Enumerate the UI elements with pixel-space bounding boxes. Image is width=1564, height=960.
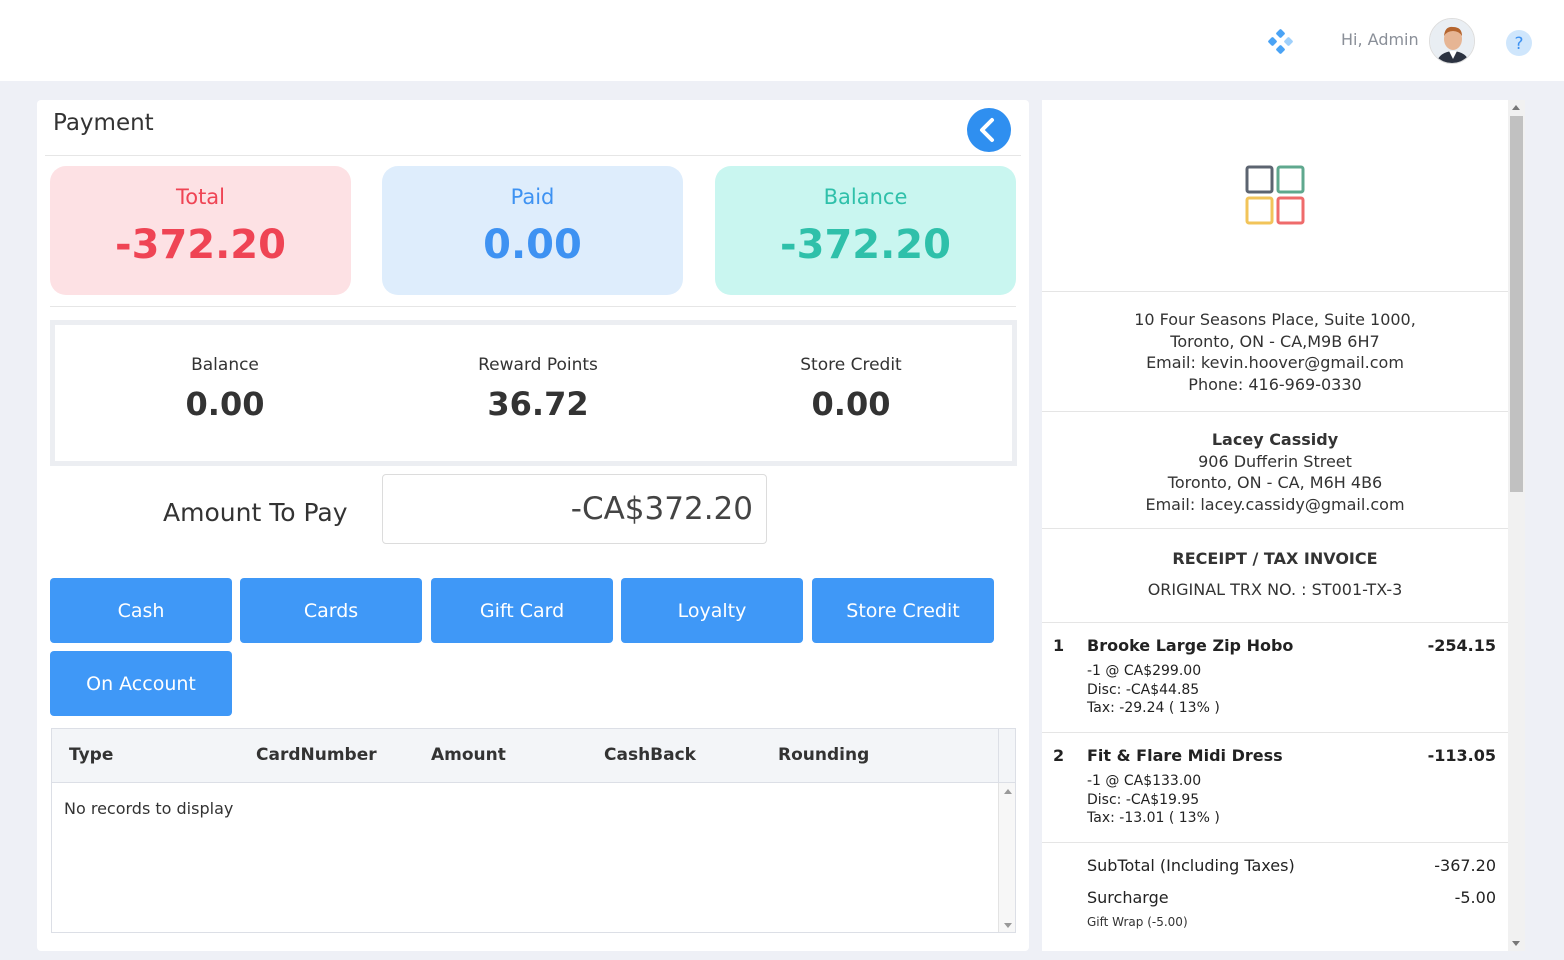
apps-grid-icon[interactable]: [1266, 28, 1294, 56]
customer-address: Lacey Cassidy 906 Dufferin Street Toront…: [1042, 429, 1508, 515]
store-credit-label: Store Credit: [800, 355, 902, 375]
receipt-panel: 10 Four Seasons Place, Suite 1000, Toron…: [1042, 100, 1508, 951]
column-header-card-number[interactable]: CardNumber: [256, 745, 377, 765]
original-trx: ORIGINAL TRX NO. : ST001-TX-3: [1042, 579, 1508, 601]
paid-value: 0.00: [483, 222, 582, 268]
grid-scrollbar[interactable]: [998, 783, 1015, 932]
surcharge-row: Surcharge -5.00: [1087, 888, 1496, 907]
original-trx-number: ORIGINAL TRX NO. : ST001-TX-3: [1147, 580, 1403, 599]
payments-grid: Type CardNumber Amount CashBack Rounding…: [51, 728, 1016, 933]
customer-email: Email: lacey.cassidy@gmail.com: [1145, 494, 1405, 514]
customer-balance-value: 0.00: [185, 385, 265, 423]
customer-account-summary: Balance 0.00 Reward Points 36.72 Store C…: [50, 320, 1017, 466]
reward-points: Reward Points 36.72: [408, 355, 668, 423]
item-tax: Tax: -29.24 ( 13% ): [1087, 700, 1220, 716]
item-number: 1: [1053, 636, 1065, 655]
amount-to-pay-label: Amount To Pay: [163, 498, 348, 527]
item-qty-price: -1 @ CA$133.00: [1087, 773, 1202, 789]
divider: [1042, 411, 1508, 412]
scroll-up-icon[interactable]: [1512, 105, 1520, 110]
divider: [1042, 732, 1508, 733]
cash-button[interactable]: Cash: [50, 578, 232, 643]
store-address-line: 10 Four Seasons Place, Suite 1000,: [1134, 310, 1416, 329]
divider: [1042, 842, 1508, 843]
scroll-down-icon[interactable]: [1004, 923, 1012, 928]
store-credit-value: 0.00: [811, 385, 891, 423]
divider: [1042, 291, 1508, 292]
paid-card: Paid 0.00: [382, 166, 683, 295]
store-phone: Phone: 416-969-0330: [1188, 374, 1362, 394]
amount-to-pay-input[interactable]: [382, 474, 767, 544]
reward-points-value: 36.72: [487, 385, 589, 423]
chevron-left-icon: [980, 118, 994, 142]
store-address-line: Toronto, ON - CA,M9B 6H7: [1170, 331, 1380, 351]
customer-balance: Balance 0.00: [95, 355, 355, 423]
top-header: Hi, Admin ?: [0, 0, 1564, 81]
receipt-header: RECEIPT / TAX INVOICE: [1042, 548, 1508, 570]
svg-text:?: ?: [1514, 34, 1523, 54]
column-header-rounding[interactable]: Rounding: [778, 745, 870, 765]
item-discount: Disc: -CA$44.85: [1087, 682, 1200, 698]
column-header-cashback[interactable]: CashBack: [604, 745, 696, 765]
gift-card-button[interactable]: Gift Card: [431, 578, 613, 643]
scrollbar-thumb[interactable]: [1510, 116, 1523, 492]
total-card: Total -372.20: [50, 166, 351, 295]
avatar[interactable]: [1429, 18, 1475, 64]
surcharge-value: -5.00: [1454, 888, 1496, 907]
item-amount: -113.05: [1427, 746, 1496, 765]
on-account-button[interactable]: On Account: [50, 651, 232, 716]
customer-address-line: Toronto, ON - CA, M6H 4B6: [1167, 473, 1383, 492]
item-name: Brooke Large Zip Hobo: [1087, 636, 1294, 655]
column-header-amount[interactable]: Amount: [431, 745, 506, 765]
grid-header-filler: [998, 729, 1015, 783]
loyalty-button[interactable]: Loyalty: [621, 578, 803, 643]
divider: [50, 306, 1016, 307]
grid-header: Type CardNumber Amount CashBack Rounding: [52, 729, 998, 783]
balance-card: Balance -372.20: [715, 166, 1016, 295]
gift-wrap-note: Gift Wrap (-5.00): [1087, 915, 1188, 929]
total-label: Total: [175, 185, 226, 209]
balance-value: -372.20: [780, 222, 951, 268]
help-question-icon[interactable]: ?: [1505, 29, 1533, 57]
payment-panel: Payment Total -372.20 Paid 0.00 Balance …: [37, 100, 1029, 951]
store-credit: Store Credit 0.00: [721, 355, 981, 423]
page-title: Payment: [53, 110, 154, 136]
divider: [1042, 622, 1508, 623]
item-amount: -254.15: [1427, 636, 1496, 655]
cards-button[interactable]: Cards: [240, 578, 422, 643]
store-address: 10 Four Seasons Place, Suite 1000, Toron…: [1042, 309, 1508, 395]
subtotal-row: SubTotal (Including Taxes) -367.20: [1087, 856, 1496, 875]
customer-name: Lacey Cassidy: [1211, 430, 1339, 449]
item-number: 2: [1053, 746, 1065, 765]
surcharge-label: Surcharge: [1087, 888, 1169, 907]
total-value: -372.20: [115, 222, 286, 268]
scroll-down-icon[interactable]: [1512, 941, 1520, 946]
customer-balance-label: Balance: [191, 355, 259, 375]
item-qty-price: -1 @ CA$299.00: [1087, 663, 1202, 679]
item-tax: Tax: -13.01 ( 13% ): [1087, 810, 1220, 826]
store-logo-icon: [1245, 165, 1305, 225]
subtotal-value: -367.20: [1434, 856, 1496, 875]
reward-points-label: Reward Points: [478, 355, 598, 375]
item-discount: Disc: -CA$19.95: [1087, 792, 1200, 808]
divider: [45, 155, 1021, 156]
paid-label: Paid: [510, 185, 555, 209]
customer-address-line: 906 Dufferin Street: [1198, 451, 1352, 471]
receipt-title: RECEIPT / TAX INVOICE: [1172, 549, 1378, 568]
user-greeting: Hi, Admin: [1341, 30, 1419, 49]
item-name: Fit & Flare Midi Dress: [1087, 746, 1283, 765]
subtotal-label: SubTotal (Including Taxes): [1087, 856, 1295, 875]
receipt-scrollbar[interactable]: [1508, 100, 1525, 951]
store-credit-button[interactable]: Store Credit: [812, 578, 994, 643]
balance-label: Balance: [823, 185, 908, 209]
store-email: Email: kevin.hoover@gmail.com: [1146, 353, 1404, 372]
divider: [1042, 528, 1508, 529]
empty-message: No records to display: [64, 799, 234, 818]
scroll-up-icon[interactable]: [1004, 789, 1012, 794]
back-button[interactable]: [967, 108, 1011, 152]
column-header-type[interactable]: Type: [69, 745, 114, 765]
